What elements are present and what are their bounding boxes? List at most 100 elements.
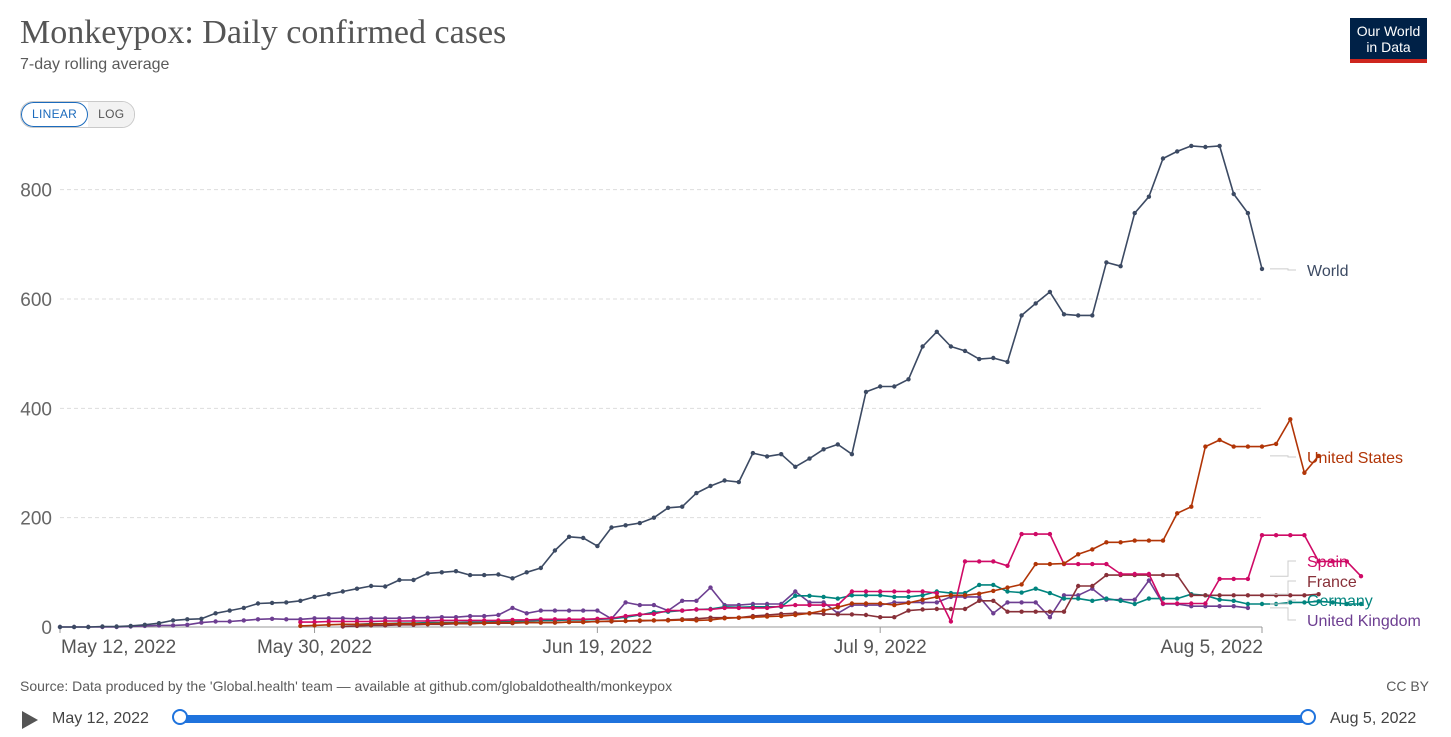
data-point <box>1217 576 1222 582</box>
data-point <box>368 583 374 589</box>
license-link[interactable]: CC BY <box>1386 678 1429 694</box>
data-point <box>623 618 628 624</box>
data-point <box>227 608 232 613</box>
series-spain <box>298 531 1364 625</box>
data-point <box>948 606 954 612</box>
data-point <box>1047 531 1053 537</box>
data-point <box>962 593 968 598</box>
data-point <box>170 618 176 623</box>
data-point <box>694 607 699 612</box>
data-point <box>1047 289 1053 295</box>
data-point <box>906 600 911 606</box>
data-point <box>467 621 473 626</box>
data-point <box>1061 561 1067 566</box>
data-point <box>1288 593 1293 598</box>
label-connector <box>1270 560 1296 577</box>
data-point <box>1203 144 1208 150</box>
data-point <box>510 576 515 581</box>
data-point <box>835 605 840 610</box>
data-point <box>1330 600 1335 605</box>
data-point <box>1175 601 1180 606</box>
data-point <box>1090 313 1095 318</box>
owid-logo[interactable]: Our World in Data <box>1350 18 1427 63</box>
data-point <box>71 624 77 630</box>
data-point <box>637 520 642 526</box>
data-point <box>383 584 388 589</box>
data-point <box>552 548 558 553</box>
play-icon[interactable] <box>22 711 38 729</box>
data-point <box>680 608 685 613</box>
data-point <box>665 505 671 510</box>
log-scale-button[interactable]: LOG <box>88 102 135 127</box>
data-point <box>185 617 190 622</box>
data-point <box>552 620 558 625</box>
data-point <box>1076 561 1081 567</box>
data-point <box>1203 593 1208 598</box>
data-point <box>199 620 204 625</box>
data-point <box>962 348 968 354</box>
data-point <box>1189 143 1194 149</box>
data-point <box>397 621 402 626</box>
data-point <box>651 602 657 608</box>
data-point <box>863 589 869 594</box>
data-point <box>482 613 487 619</box>
data-point <box>1189 593 1194 598</box>
data-point <box>694 490 699 496</box>
data-point <box>779 613 784 619</box>
data-point <box>849 593 855 598</box>
data-point <box>1033 586 1038 591</box>
data-point <box>411 577 416 583</box>
data-point <box>906 589 911 594</box>
linear-scale-button[interactable]: LINEAR <box>21 102 89 127</box>
data-point <box>397 577 402 583</box>
data-point <box>849 612 855 617</box>
label-connector <box>1270 455 1296 458</box>
data-point <box>496 572 501 577</box>
data-point <box>892 594 897 600</box>
data-point <box>354 586 360 591</box>
data-point <box>807 611 812 616</box>
scale-toggle[interactable]: LINEAR LOG <box>20 101 136 128</box>
data-point <box>1259 266 1265 272</box>
data-point <box>1005 600 1010 605</box>
series-label: France <box>1307 574 1357 591</box>
data-point <box>793 589 798 594</box>
data-point <box>807 602 812 608</box>
data-point <box>453 569 459 574</box>
data-point <box>892 602 897 608</box>
x-tick-label: May 30, 2022 <box>257 637 372 658</box>
data-point <box>1118 540 1123 545</box>
data-point <box>779 604 784 609</box>
data-point <box>651 515 657 520</box>
data-point <box>1076 552 1081 557</box>
data-point <box>298 598 303 603</box>
data-point <box>1090 583 1095 589</box>
axis-layer: 0 200 400 600 800 May 12, 2022 May 30, 2022 Jun… <box>20 181 1263 658</box>
data-point <box>878 384 883 389</box>
data-point <box>100 624 105 629</box>
data-point <box>595 608 600 613</box>
timeline-start-label: May 12, 2022 <box>52 710 149 727</box>
data-point <box>849 589 855 594</box>
data-point <box>1231 576 1236 582</box>
data-point <box>524 620 529 625</box>
data-point <box>609 618 614 624</box>
data-point <box>934 606 939 612</box>
data-point <box>1175 149 1180 154</box>
data-point <box>821 594 826 600</box>
data-point <box>948 593 954 598</box>
data-point <box>1245 601 1251 607</box>
timeline-track[interactable] <box>180 715 1309 723</box>
data-point <box>920 597 925 602</box>
data-point <box>1019 313 1024 318</box>
data-point <box>892 589 897 594</box>
timeline-end-handle[interactable] <box>1300 709 1316 725</box>
data-point <box>1146 596 1152 601</box>
data-point <box>1344 601 1350 607</box>
x-tick-label: Aug 5, 2022 <box>1161 637 1263 658</box>
data-point <box>1033 600 1038 605</box>
data-point <box>496 612 501 618</box>
timeline-start-handle[interactable] <box>172 709 188 725</box>
data-point <box>793 612 798 618</box>
data-point <box>934 600 939 605</box>
